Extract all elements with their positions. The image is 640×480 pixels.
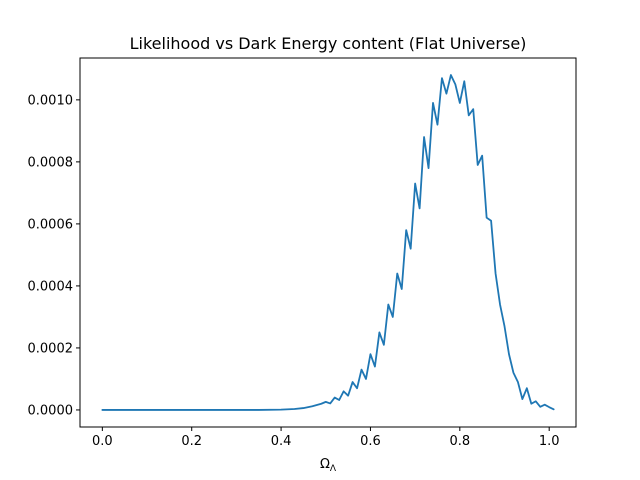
x-tick-label: 0.8 xyxy=(449,434,470,449)
x-tick-label: 1.0 xyxy=(539,434,560,449)
y-tick-label: 0.0008 xyxy=(28,155,74,170)
y-tick-label: 0.0000 xyxy=(28,403,74,418)
y-tick-label: 0.0004 xyxy=(28,279,74,294)
y-tick-label: 0.0006 xyxy=(28,217,74,232)
x-axis-ticks: 0.0 0.2 0.4 0.6 0.8 1.0 xyxy=(92,427,560,449)
x-axis-label-subscript: Λ xyxy=(330,464,337,474)
x-axis-label: ΩΛ xyxy=(320,457,337,474)
x-tick-label: 0.4 xyxy=(271,434,292,449)
x-tick-label: 0.2 xyxy=(181,434,202,449)
x-tick-label: 0.0 xyxy=(92,434,113,449)
x-tick-label: 0.6 xyxy=(360,434,381,449)
plot-frame xyxy=(79,57,577,428)
chart-title: Likelihood vs Dark Energy content (Flat … xyxy=(130,34,527,53)
y-tick-label: 0.0010 xyxy=(28,93,74,108)
y-tick-label: 0.0002 xyxy=(28,341,74,356)
y-axis-ticks: 0.0000 0.0002 0.0004 0.0006 0.0008 0.0010 xyxy=(28,93,80,418)
likelihood-series-line xyxy=(101,74,555,411)
x-axis-label-base: Ω xyxy=(320,457,330,472)
